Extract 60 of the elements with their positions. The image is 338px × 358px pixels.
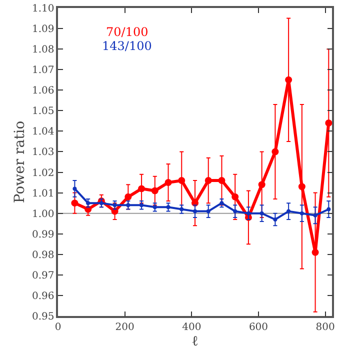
point [193, 209, 197, 214]
point [140, 203, 144, 208]
y-tick-label: 1.02 [32, 168, 54, 179]
y-axis-title: Power ratio [12, 120, 28, 204]
point [286, 209, 291, 214]
x-tick-label: 600 [248, 322, 268, 333]
x-tick-label: 800 [316, 322, 335, 333]
point [260, 211, 264, 216]
point [86, 201, 90, 206]
point [166, 205, 170, 210]
y-tick-label: 0.97 [32, 270, 54, 282]
y-tick-label: 1.08 [32, 44, 54, 56]
y-tick-label: 1.10 [32, 4, 54, 14]
x-tick-label: 400 [182, 322, 202, 333]
point [138, 185, 146, 192]
y-tick-label: 1.00 [32, 208, 54, 220]
y-tick-label: 0.96 [32, 290, 54, 302]
point [218, 176, 226, 184]
point [272, 148, 279, 156]
y-tick-label: 1.07 [32, 65, 54, 76]
y-tick-label: 1.09 [32, 24, 54, 36]
point [180, 207, 184, 212]
point [178, 176, 186, 184]
x-axis-title: ℓ [192, 334, 198, 350]
point [232, 193, 239, 200]
point [233, 209, 238, 214]
text: 70/100 [106, 25, 148, 39]
x-tick-label: 200 [115, 322, 134, 333]
point [206, 209, 210, 214]
point [285, 76, 292, 84]
point [152, 205, 157, 210]
point [164, 179, 172, 186]
y-tick-label: 1.05 [32, 106, 54, 118]
point [326, 207, 331, 212]
point [151, 187, 158, 194]
point [300, 211, 304, 216]
point [112, 203, 117, 208]
y-tick-label: 0.98 [32, 250, 54, 261]
point [325, 119, 332, 126]
point [312, 248, 319, 256]
y-tick-label: 1.06 [32, 86, 54, 97]
y-tick-label: 1.04 [32, 126, 54, 138]
point [99, 201, 104, 206]
point [126, 203, 130, 208]
point [220, 201, 224, 206]
point [258, 181, 266, 188]
point [246, 211, 250, 216]
y-tick-label: 0.95 [32, 312, 54, 322]
y-tick-label: 1.01 [32, 188, 54, 200]
point [313, 213, 318, 218]
y-tick-label: 0.99 [32, 229, 54, 240]
y-tick-label: 1.03 [32, 147, 54, 158]
point [204, 176, 212, 184]
text: 143/100 [102, 39, 152, 53]
x-tick-label: 0 [54, 322, 62, 333]
point [71, 200, 78, 207]
point [298, 183, 306, 190]
point [273, 217, 278, 222]
point [124, 193, 132, 200]
point [72, 186, 77, 191]
